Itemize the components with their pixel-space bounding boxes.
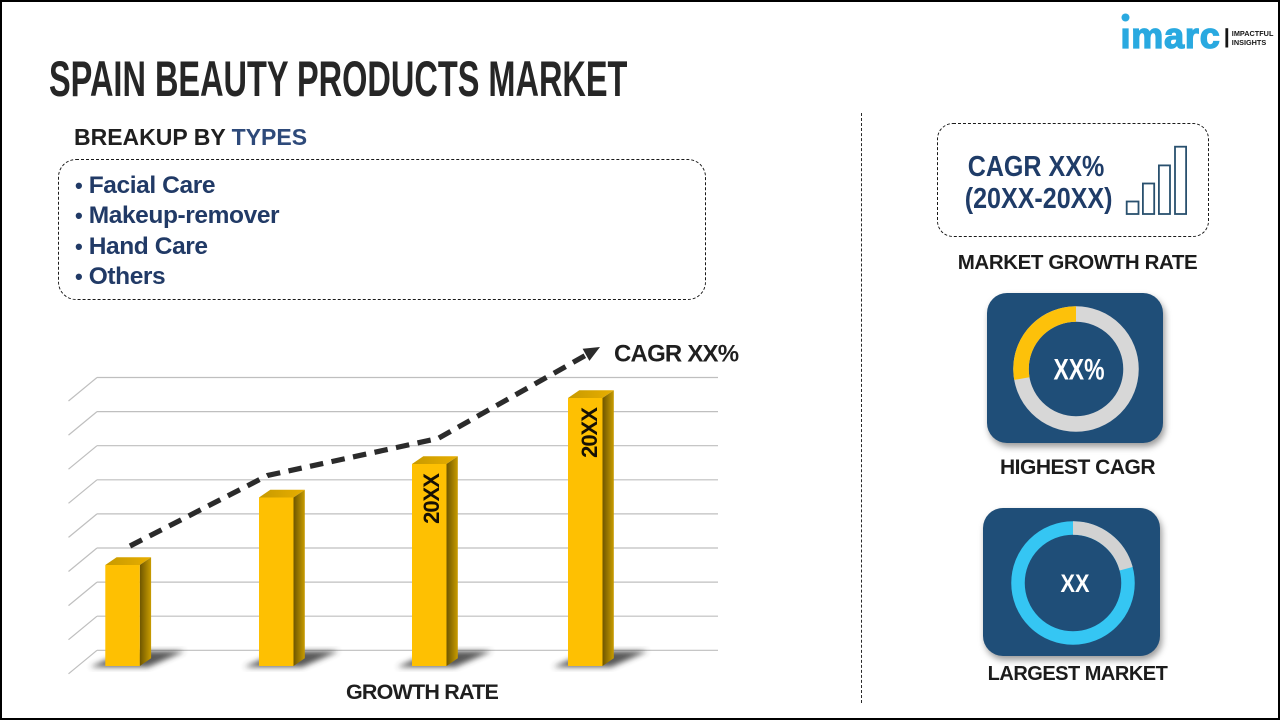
svg-text:XX%: XX% [1054, 354, 1105, 387]
svg-text:ımarc: ımarc [1121, 15, 1221, 55]
svg-text:IMPACTFUL: IMPACTFUL [1232, 29, 1274, 38]
svg-text:20XX: 20XX [419, 473, 444, 524]
svg-text:GROWTH RATE: GROWTH RATE [346, 680, 498, 704]
svg-text:20XX: 20XX [577, 407, 602, 458]
svg-text:INSIGHTS: INSIGHTS [1232, 38, 1267, 47]
svg-text:CAGR XX%: CAGR XX% [614, 341, 739, 368]
svg-text:XX: XX [1061, 570, 1090, 598]
